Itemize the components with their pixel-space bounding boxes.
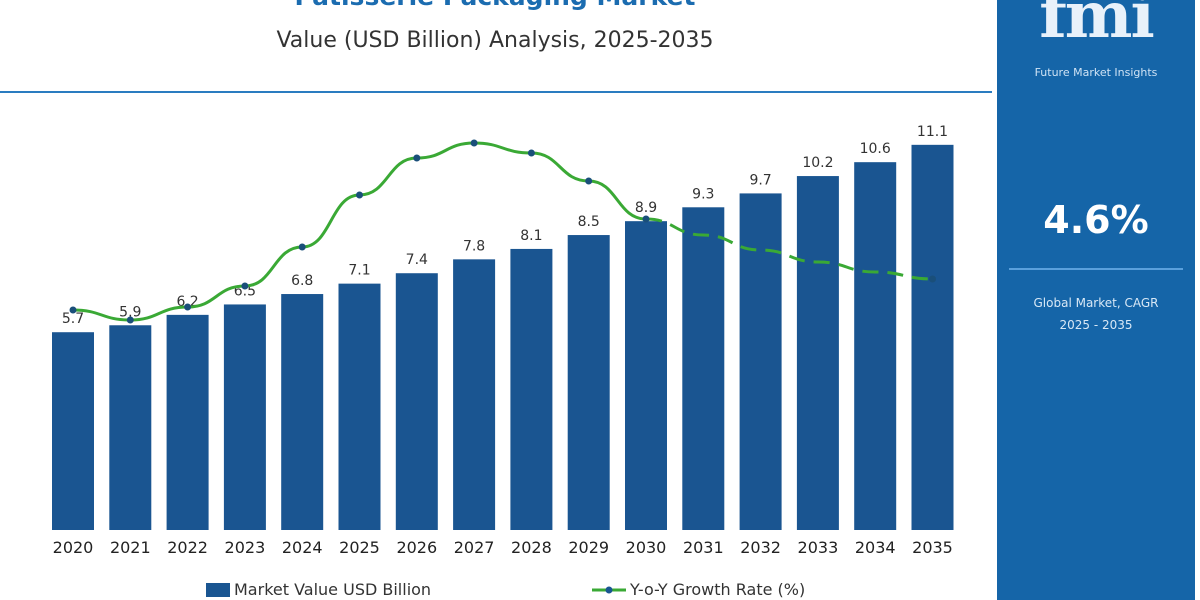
x-tick-2022: 2022 [167,538,208,557]
x-tick-2031: 2031 [683,538,724,557]
x-tick-2023: 2023 [225,538,266,557]
data-label-2024: 6.8 [291,273,313,289]
growth-point-2030 [642,215,650,223]
data-label-2032: 9.7 [749,172,771,188]
bar-2033 [796,176,839,530]
x-tick-2021: 2021 [110,538,151,557]
bar-2024 [281,294,324,530]
legend-swatch-bar-icon [206,582,230,597]
data-label-2033: 10.2 [802,155,833,171]
x-tick-2032: 2032 [740,538,781,557]
bar-2031 [682,207,725,531]
growth-point-2035 [929,275,936,283]
growth-line-projected [645,217,933,281]
x-tick-2028: 2028 [511,538,552,557]
data-label-2026: 7.4 [406,252,428,268]
bar-2030 [625,221,667,531]
cagr-value: 4.6% [1043,198,1149,242]
bar-2023 [223,304,266,530]
x-tick-2027: 2027 [454,538,495,557]
bar-2029 [567,235,610,531]
legend-item-market-value: Market Value USD Billion [206,580,431,599]
growth-point-2028 [527,149,535,157]
bar-2022 [166,314,209,530]
legend-label: Y-o-Y Growth Rate (%) [630,580,806,599]
x-tick-2029: 2029 [568,538,609,557]
data-label-2035: 11.1 [917,124,948,140]
data-label-2021: 5.9 [119,304,141,320]
data-label-2031: 9.3 [692,186,714,202]
x-tick-2033: 2033 [798,538,839,557]
x-tick-2024: 2024 [282,538,323,557]
growth-point-2023 [241,282,249,290]
chart-title: Patisserie Packaging Market [0,0,990,11]
legend-item-growth: Y-o-Y Growth Rate (%) [592,580,805,599]
bar-2034 [854,162,897,530]
bar-2027 [453,259,496,530]
bar-2021 [109,325,152,530]
data-label-2020: 5.7 [62,311,84,327]
legend-line-marker-icon [592,586,626,593]
growth-point-2029 [585,177,593,185]
chart-canvas: 5.720205.920216.220226.520236.820247.120… [52,124,954,557]
chart-subtitle: Value (USD Billion) Analysis, 2025-2035 [276,28,714,53]
summary-panel: fmi Future Market Insights 4.6% Global M… [997,0,1195,600]
x-tick-2026: 2026 [396,538,437,557]
bar-2028 [510,248,553,530]
panel-divider [1009,268,1183,270]
title-divider [0,91,992,93]
fmi-logo: fmi [1039,0,1155,53]
bar-2032 [739,193,782,530]
growth-point-2024 [298,243,306,251]
growth-point-2021 [126,316,134,324]
x-tick-2035: 2035 [912,538,953,557]
x-tick-2034: 2034 [855,538,896,557]
growth-point-2025 [356,191,363,199]
data-label-2029: 8.5 [578,214,600,230]
x-tick-2030: 2030 [626,538,667,557]
x-tick-2025: 2025 [339,538,380,557]
growth-point-2027 [470,139,478,147]
growth-point-2026 [413,154,421,162]
data-label-2027: 7.8 [463,238,485,254]
data-label-2030: 8.9 [635,200,657,216]
growth-point-2022 [184,303,192,311]
bar-2020 [52,332,94,530]
bar-2026 [395,273,438,530]
growth-point-2020 [69,306,77,314]
legend-label: Market Value USD Billion [234,580,432,599]
data-label-2034: 10.6 [860,141,891,157]
logo-caption: Future Market Insights [1034,66,1158,79]
cagr-label: Global Market, CAGR 2025 - 2035 [1033,296,1159,332]
data-label-2025: 7.1 [348,263,370,279]
bar-2025 [338,283,381,530]
bar-2035 [911,144,954,530]
x-tick-2020: 2020 [53,538,94,557]
data-label-2028: 8.1 [520,228,542,244]
